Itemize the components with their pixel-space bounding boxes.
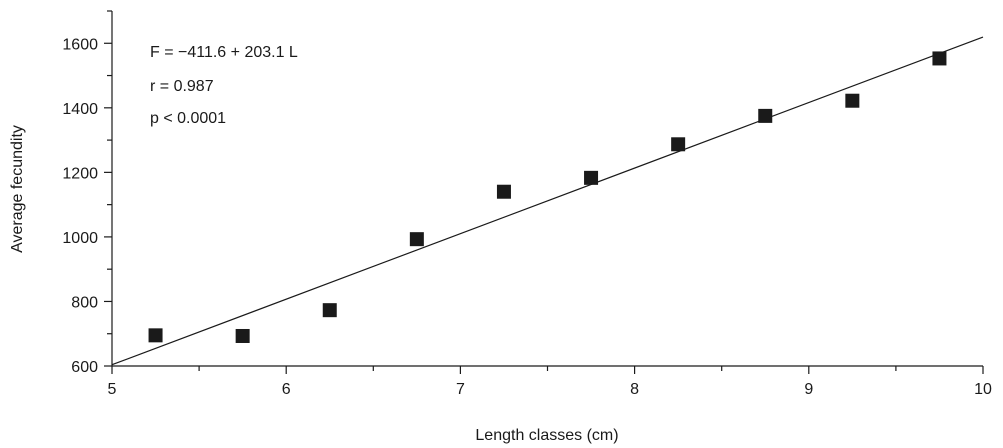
x-tick-label: 5	[108, 381, 117, 398]
data-point	[845, 93, 860, 108]
y-axis-title: Average fecundity	[9, 125, 26, 253]
data-point	[322, 303, 337, 318]
data-point	[148, 328, 163, 343]
x-tick-label: 6	[282, 381, 291, 398]
data-point	[409, 232, 424, 247]
annotation-block: F = −411.6 + 203.1 L r = 0.987 p < 0.000…	[150, 44, 298, 127]
data-point	[496, 184, 511, 199]
x-axis-title: Length classes (cm)	[475, 427, 618, 444]
y-tick-label: 1400	[62, 101, 98, 118]
r-annotation: r = 0.987	[150, 78, 214, 95]
data-point	[671, 137, 686, 152]
y-tick-label: 1200	[62, 165, 98, 182]
y-tick-label: 1000	[62, 230, 98, 247]
equation-annotation: F = −411.6 + 203.1 L	[150, 44, 298, 61]
x-axis-ticks: 5 6 7 8 9 10	[108, 366, 992, 398]
p-annotation: p < 0.0001	[150, 110, 226, 127]
regression-line-group	[111, 36, 984, 366]
x-tick-label: 9	[804, 381, 813, 398]
y-tick-label: 800	[71, 294, 98, 311]
y-tick-label: 600	[71, 359, 98, 376]
data-point	[758, 108, 773, 123]
x-tick-label: 8	[630, 381, 639, 398]
x-tick-label: 7	[456, 381, 465, 398]
data-point	[584, 170, 599, 185]
data-point	[235, 328, 250, 343]
regression-line	[111, 36, 984, 366]
data-point	[932, 51, 947, 66]
x-tick-label: 10	[974, 381, 992, 398]
y-axis-ticks: 600 800 1000 1200 1400 1600	[62, 10, 112, 376]
y-tick-label: 1600	[62, 36, 98, 53]
axes	[111, 11, 983, 367]
data-points	[148, 51, 947, 343]
